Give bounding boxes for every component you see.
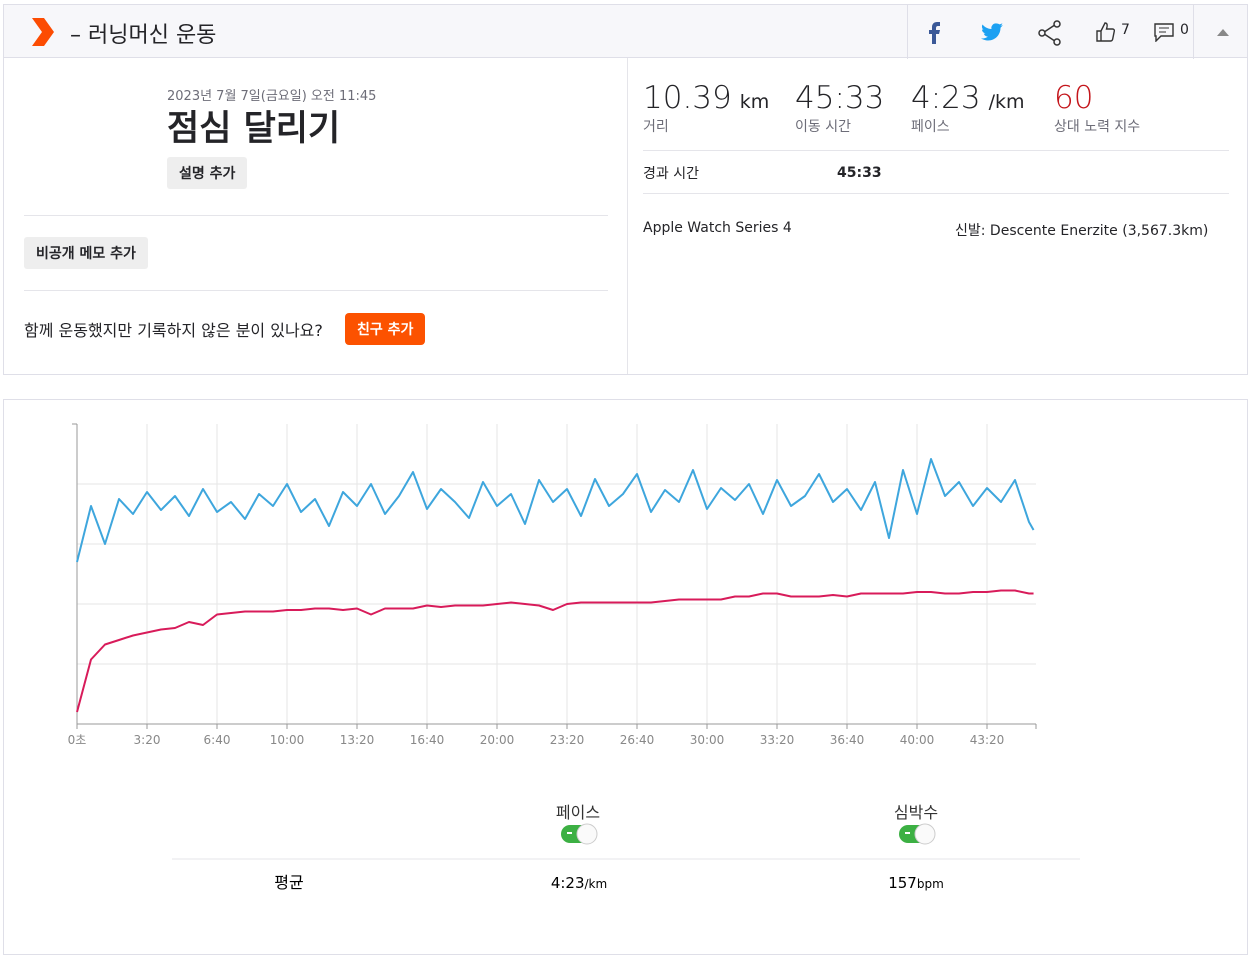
- x-tick-label: 3:20: [134, 733, 161, 747]
- x-tick-label: 16:40: [410, 733, 445, 747]
- stat-value: 4:23: [911, 80, 981, 116]
- divider: [643, 150, 1229, 151]
- x-tick-label: 0초: [68, 733, 87, 747]
- summary-label: 평균: [274, 873, 303, 892]
- stat: 4:23/km 페이스: [911, 80, 1025, 136]
- stat-label: 페이스: [911, 119, 950, 135]
- header-title: – 러닝머신 운동: [70, 23, 217, 48]
- legend-label: 페이스: [556, 803, 600, 822]
- add-description[interactable]: 설명 추가: [167, 157, 248, 189]
- elapsed-value: 45:33: [837, 165, 882, 181]
- stat-value: 60: [1054, 80, 1094, 116]
- add-private-note[interactable]: 비공개 메모 추가: [24, 237, 148, 269]
- kudos-count: 7: [1121, 22, 1130, 38]
- series-line: [76, 589, 1034, 713]
- stat-label: 거리: [643, 119, 669, 135]
- stat-label: 상대 노력 지수: [1054, 119, 1141, 135]
- summary-value: 157bpm: [888, 874, 944, 892]
- x-tick-label: 43:20: [970, 733, 1005, 747]
- x-tick-label: 36:40: [830, 733, 865, 747]
- stat-value: 45:33: [795, 80, 885, 116]
- header: – 러닝머신 운동 7 0: [3, 4, 1251, 59]
- summary-part: bpm: [917, 877, 944, 891]
- stat-label: 이동 시간: [795, 119, 851, 135]
- logo: [32, 18, 54, 46]
- divider: [627, 58, 628, 374]
- comment-count: 0: [1180, 22, 1189, 38]
- summary-part: /km: [585, 877, 608, 891]
- stat: 60 상대 노력 지수: [1054, 80, 1140, 136]
- toggle-knob[interactable]: [576, 823, 598, 845]
- chart-panel: 0초 3:20 6:40 10:00 13:20 16:40 20:00 23:20 26:40…: [3, 399, 1248, 955]
- x-tick-label: 30:00: [690, 733, 725, 747]
- shoes: 신발: Descente Enerzite (3,567.3km): [955, 223, 1209, 239]
- x-tick-label: 23:20: [550, 733, 585, 747]
- x-tick-label: 40:00: [900, 733, 935, 747]
- toggle-knob[interactable]: [914, 823, 936, 845]
- x-tick-label: 6:40: [204, 733, 231, 747]
- summary-value: 4:23/km: [551, 874, 607, 892]
- chart: 0초 3:20 6:40 10:00 13:20 16:40 20:00 23:20 26:40…: [68, 423, 1080, 892]
- share[interactable]: [1037, 20, 1063, 46]
- twitter[interactable]: [981, 23, 1003, 41]
- add-friend[interactable]: 친구 추가: [345, 313, 426, 345]
- actions: 7 0: [907, 5, 1251, 59]
- divider: [24, 290, 608, 291]
- x-tick-label: 13:20: [340, 733, 375, 747]
- x-tick-label: 10:00: [270, 733, 305, 747]
- x-tick-label: 20:00: [480, 733, 515, 747]
- x-tick-label: 33:20: [760, 733, 795, 747]
- divider: [24, 215, 608, 216]
- x-tick-label: 26:40: [620, 733, 655, 747]
- device: Apple Watch Series 4: [643, 220, 792, 236]
- comment-icon[interactable]: [1154, 23, 1174, 42]
- stat-unit: km: [739, 91, 770, 113]
- facebook[interactable]: [926, 22, 942, 44]
- activity-panel: 2023년 7월 7일(금요일) 오전 11:45 점심 달리기 설명 추가 비…: [3, 57, 1248, 375]
- stat-value: 10.39: [643, 80, 732, 116]
- friends-prompt: 함께 운동했지만 기록하지 않은 분이 있나요?: [24, 321, 323, 340]
- legend-label: 심박수: [894, 803, 938, 822]
- collapse[interactable]: [1193, 5, 1252, 59]
- toggle-dot: [567, 832, 572, 834]
- activity-name: 점심 달리기: [167, 109, 341, 149]
- kudos-icon[interactable]: [1096, 22, 1116, 42]
- summary-part: 157: [888, 874, 917, 892]
- stat: 10.39 km 거리: [643, 80, 769, 136]
- stat-unit: /km: [988, 91, 1025, 113]
- stat: 45:33 이동 시간: [795, 80, 884, 136]
- toggle-dot: [905, 832, 910, 834]
- date: 2023년 7월 7일(금요일) 오전 11:45: [167, 89, 377, 104]
- divider: [643, 193, 1229, 194]
- series-line: [76, 458, 1035, 563]
- elapsed-label: 경과 시간: [643, 166, 699, 182]
- summary-part: 4:23: [551, 874, 585, 892]
